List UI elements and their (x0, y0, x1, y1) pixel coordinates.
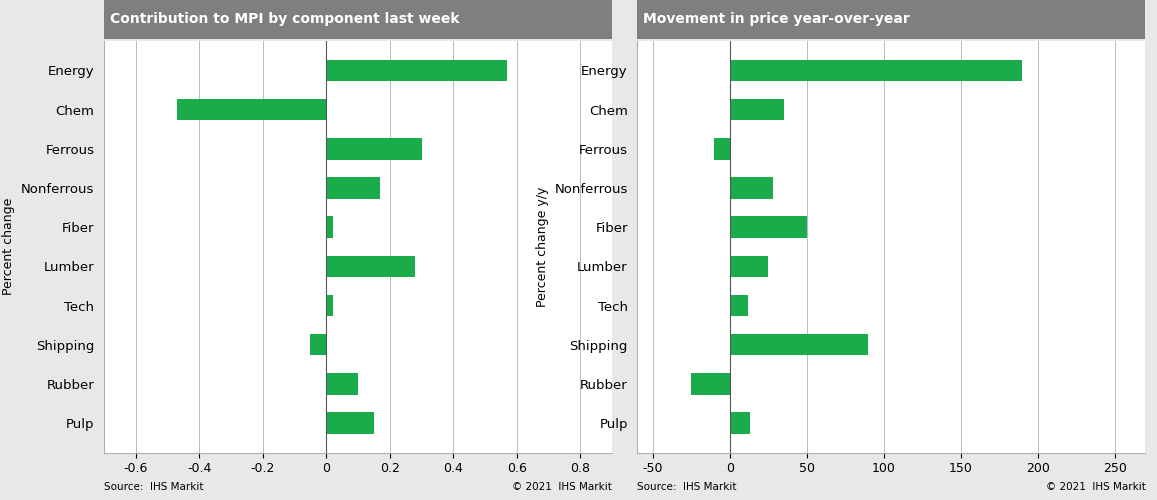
Bar (326, 294, 333, 316)
Bar (730, 412, 750, 434)
Bar (730, 256, 768, 277)
Text: Contribution to MPI by component last week: Contribution to MPI by component last we… (110, 12, 459, 26)
Text: Source:  IHS Markit: Source: IHS Markit (638, 482, 737, 492)
Bar (730, 334, 869, 355)
Bar (692, 373, 730, 394)
Bar (730, 294, 749, 316)
Bar (730, 216, 806, 238)
Bar (326, 412, 374, 434)
Y-axis label: Percent change y/y: Percent change y/y (536, 186, 548, 307)
Bar (326, 60, 507, 81)
Bar (714, 138, 730, 160)
Y-axis label: Percent change: Percent change (2, 198, 15, 296)
Bar (326, 216, 333, 238)
Bar (326, 373, 359, 394)
Text: Source:  IHS Markit: Source: IHS Markit (104, 482, 204, 492)
Text: © 2021  IHS Markit: © 2021 IHS Markit (513, 482, 612, 492)
Bar (177, 99, 326, 120)
Bar (326, 138, 421, 160)
Bar (730, 60, 1023, 81)
Text: © 2021  IHS Markit: © 2021 IHS Markit (1046, 482, 1145, 492)
Bar (730, 177, 773, 199)
Bar (326, 256, 415, 277)
Bar (326, 177, 381, 199)
Bar (730, 99, 783, 120)
Text: Movement in price year-over-year: Movement in price year-over-year (643, 12, 911, 26)
Bar (310, 334, 326, 355)
